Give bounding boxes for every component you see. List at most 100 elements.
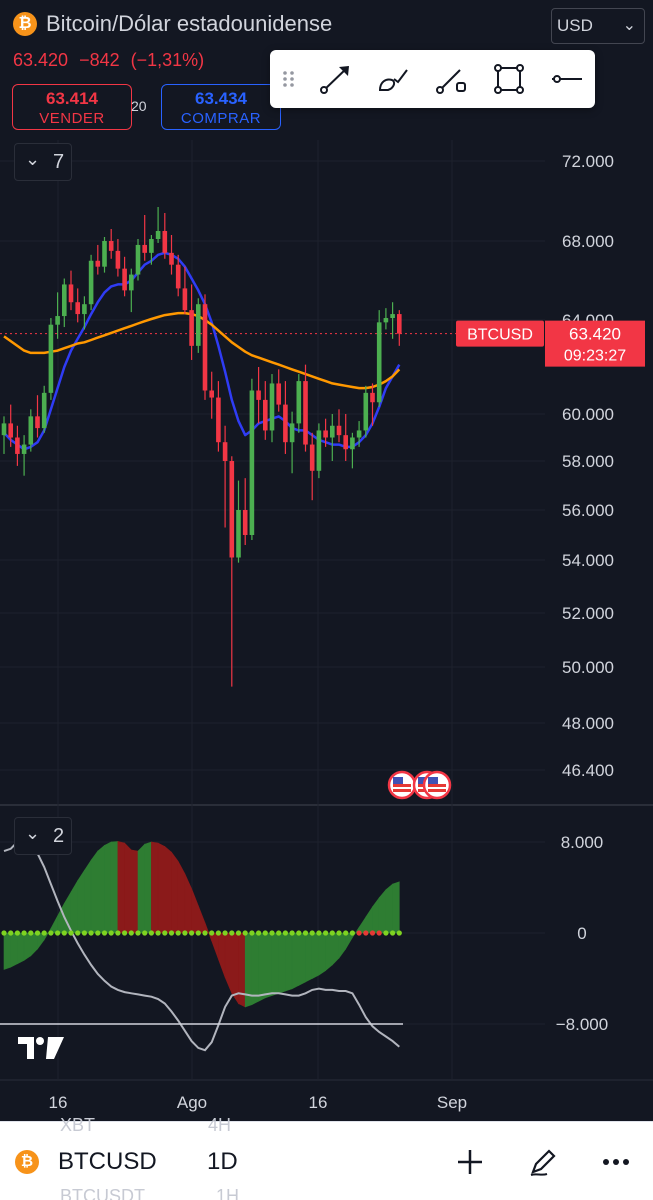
y-tick-label: 54.000: [562, 551, 614, 570]
drag-handle-icon[interactable]: [276, 60, 300, 98]
candle-body: [397, 314, 402, 334]
zero-line-dot: [282, 930, 288, 936]
currency-select[interactable]: USD ⌄: [551, 8, 645, 44]
ghost-symbol-bottom: BTCUSDT: [60, 1186, 145, 1200]
candle-body: [95, 260, 101, 267]
zero-line-dot: [88, 930, 94, 936]
plus-icon[interactable]: [454, 1146, 486, 1178]
candle-body: [35, 416, 40, 429]
candle-body: [236, 510, 241, 558]
pen-icon[interactable]: [527, 1146, 559, 1178]
sell-button[interactable]: 63.414 VENDER: [12, 84, 132, 130]
slow-ma-line: [3, 311, 401, 390]
bottom-bar: XBT 4H ₿ BTCUSD 1D BTCUSDT 1H: [0, 1115, 653, 1200]
histogram-segment: [131, 849, 139, 934]
histogram-segment: [117, 841, 125, 934]
zero-line-dot: [336, 930, 342, 936]
candle-body: [263, 399, 268, 431]
zero-line-dot: [249, 930, 255, 936]
x-tick-label: Sep: [437, 1093, 467, 1112]
tradingview-logo[interactable]: [18, 1035, 64, 1061]
candle-body: [276, 383, 281, 405]
histogram-segment: [97, 844, 105, 934]
zero-line-dot: [269, 930, 275, 936]
chart-canvas[interactable]: 16 Ago 16 Sep72.00068.00064.00060.00058.000…: [0, 0, 653, 1121]
candle-body: [202, 304, 208, 391]
zero-line-dot: [182, 930, 188, 936]
histogram-segment: [164, 845, 172, 934]
currency-label: USD: [557, 16, 593, 35]
histogram-segment: [392, 881, 400, 934]
candle-body: [115, 250, 121, 269]
symbol-selector[interactable]: BTCUSD: [58, 1148, 157, 1175]
candle-body: [28, 416, 34, 445]
buy-price: 63.434: [195, 89, 247, 108]
us-flag-icon: [387, 770, 417, 800]
zero-line-dot: [75, 930, 81, 936]
interval-selector[interactable]: 1D: [207, 1148, 238, 1175]
chevron-down-icon: ⌄: [622, 17, 636, 34]
ghost-interval-bottom: 1H: [216, 1186, 240, 1200]
zero-line-dot: [108, 930, 114, 936]
candle-body: [209, 390, 214, 398]
price-change-line: 63.420 −842 (−1,31%): [13, 50, 210, 71]
candle-body: [135, 244, 141, 275]
histogram-segment: [278, 932, 286, 994]
zero-line-dot: [28, 930, 34, 936]
zero-line-dot: [162, 930, 168, 936]
candle-body: [303, 381, 308, 445]
histogram-segment: [157, 842, 166, 934]
histogram-segment: [151, 841, 159, 934]
signal-line: [3, 837, 400, 1052]
zero-line-dot: [235, 930, 242, 936]
candle-body: [48, 324, 54, 393]
price-label-countdown: 09:23:27: [564, 348, 626, 365]
zero-line-dot: [309, 930, 315, 936]
zero-line-dot: [376, 930, 382, 936]
horizontal-line-icon[interactable]: [548, 60, 586, 98]
candle-body: [55, 316, 60, 325]
candle-body: [189, 310, 194, 346]
brush-icon[interactable]: [374, 60, 412, 98]
histogram-segment: [305, 932, 313, 983]
fast-ma-line: [3, 251, 401, 451]
zero-line-dot: [256, 930, 262, 936]
price-change: −842: [79, 50, 120, 70]
candle-body: [175, 264, 181, 289]
zero-line-dot: [222, 930, 228, 936]
histogram-segment: [90, 850, 99, 934]
candle-body: [216, 397, 221, 443]
candle-body: [129, 274, 134, 291]
oscillator-y-tick-label: 8.000: [561, 833, 604, 852]
histogram-segment: [264, 932, 273, 999]
zero-line-dot: [8, 930, 14, 936]
oscillator-indicators-toggle[interactable]: ⌄ 2: [14, 817, 72, 855]
candle-body: [196, 304, 201, 346]
trend-line-icon[interactable]: [316, 60, 354, 98]
candle-body: [155, 231, 161, 239]
symbol-title[interactable]: Bitcoin/Dólar estadounidense: [46, 11, 333, 36]
y-tick-label: 56.000: [562, 501, 614, 520]
zero-line-dot: [296, 930, 302, 936]
bitcoin-logo-icon: ₿: [13, 12, 37, 36]
histogram-segment: [110, 841, 119, 934]
zero-line-dot: [189, 930, 195, 936]
rectangle-icon[interactable]: [490, 60, 528, 98]
zero-line-dot: [55, 930, 61, 936]
candle-body: [68, 284, 74, 303]
candle-body: [390, 314, 395, 319]
candle-body: [256, 390, 261, 400]
histogram-segment: [171, 851, 179, 934]
candle-body: [356, 430, 362, 438]
zero-line-dot: [390, 930, 396, 936]
candle-body: [122, 268, 127, 291]
buy-button[interactable]: 63.434 COMPRAR: [161, 84, 281, 130]
candle-body: [296, 381, 302, 424]
ray-icon[interactable]: [432, 60, 470, 98]
bitcoin-logo-icon: ₿: [15, 1150, 39, 1174]
main-indicators-toggle[interactable]: ⌄ 7: [14, 143, 72, 181]
price-label-symbol-box: [456, 320, 544, 347]
more-icon[interactable]: [600, 1146, 632, 1178]
candle-body: [289, 423, 295, 443]
